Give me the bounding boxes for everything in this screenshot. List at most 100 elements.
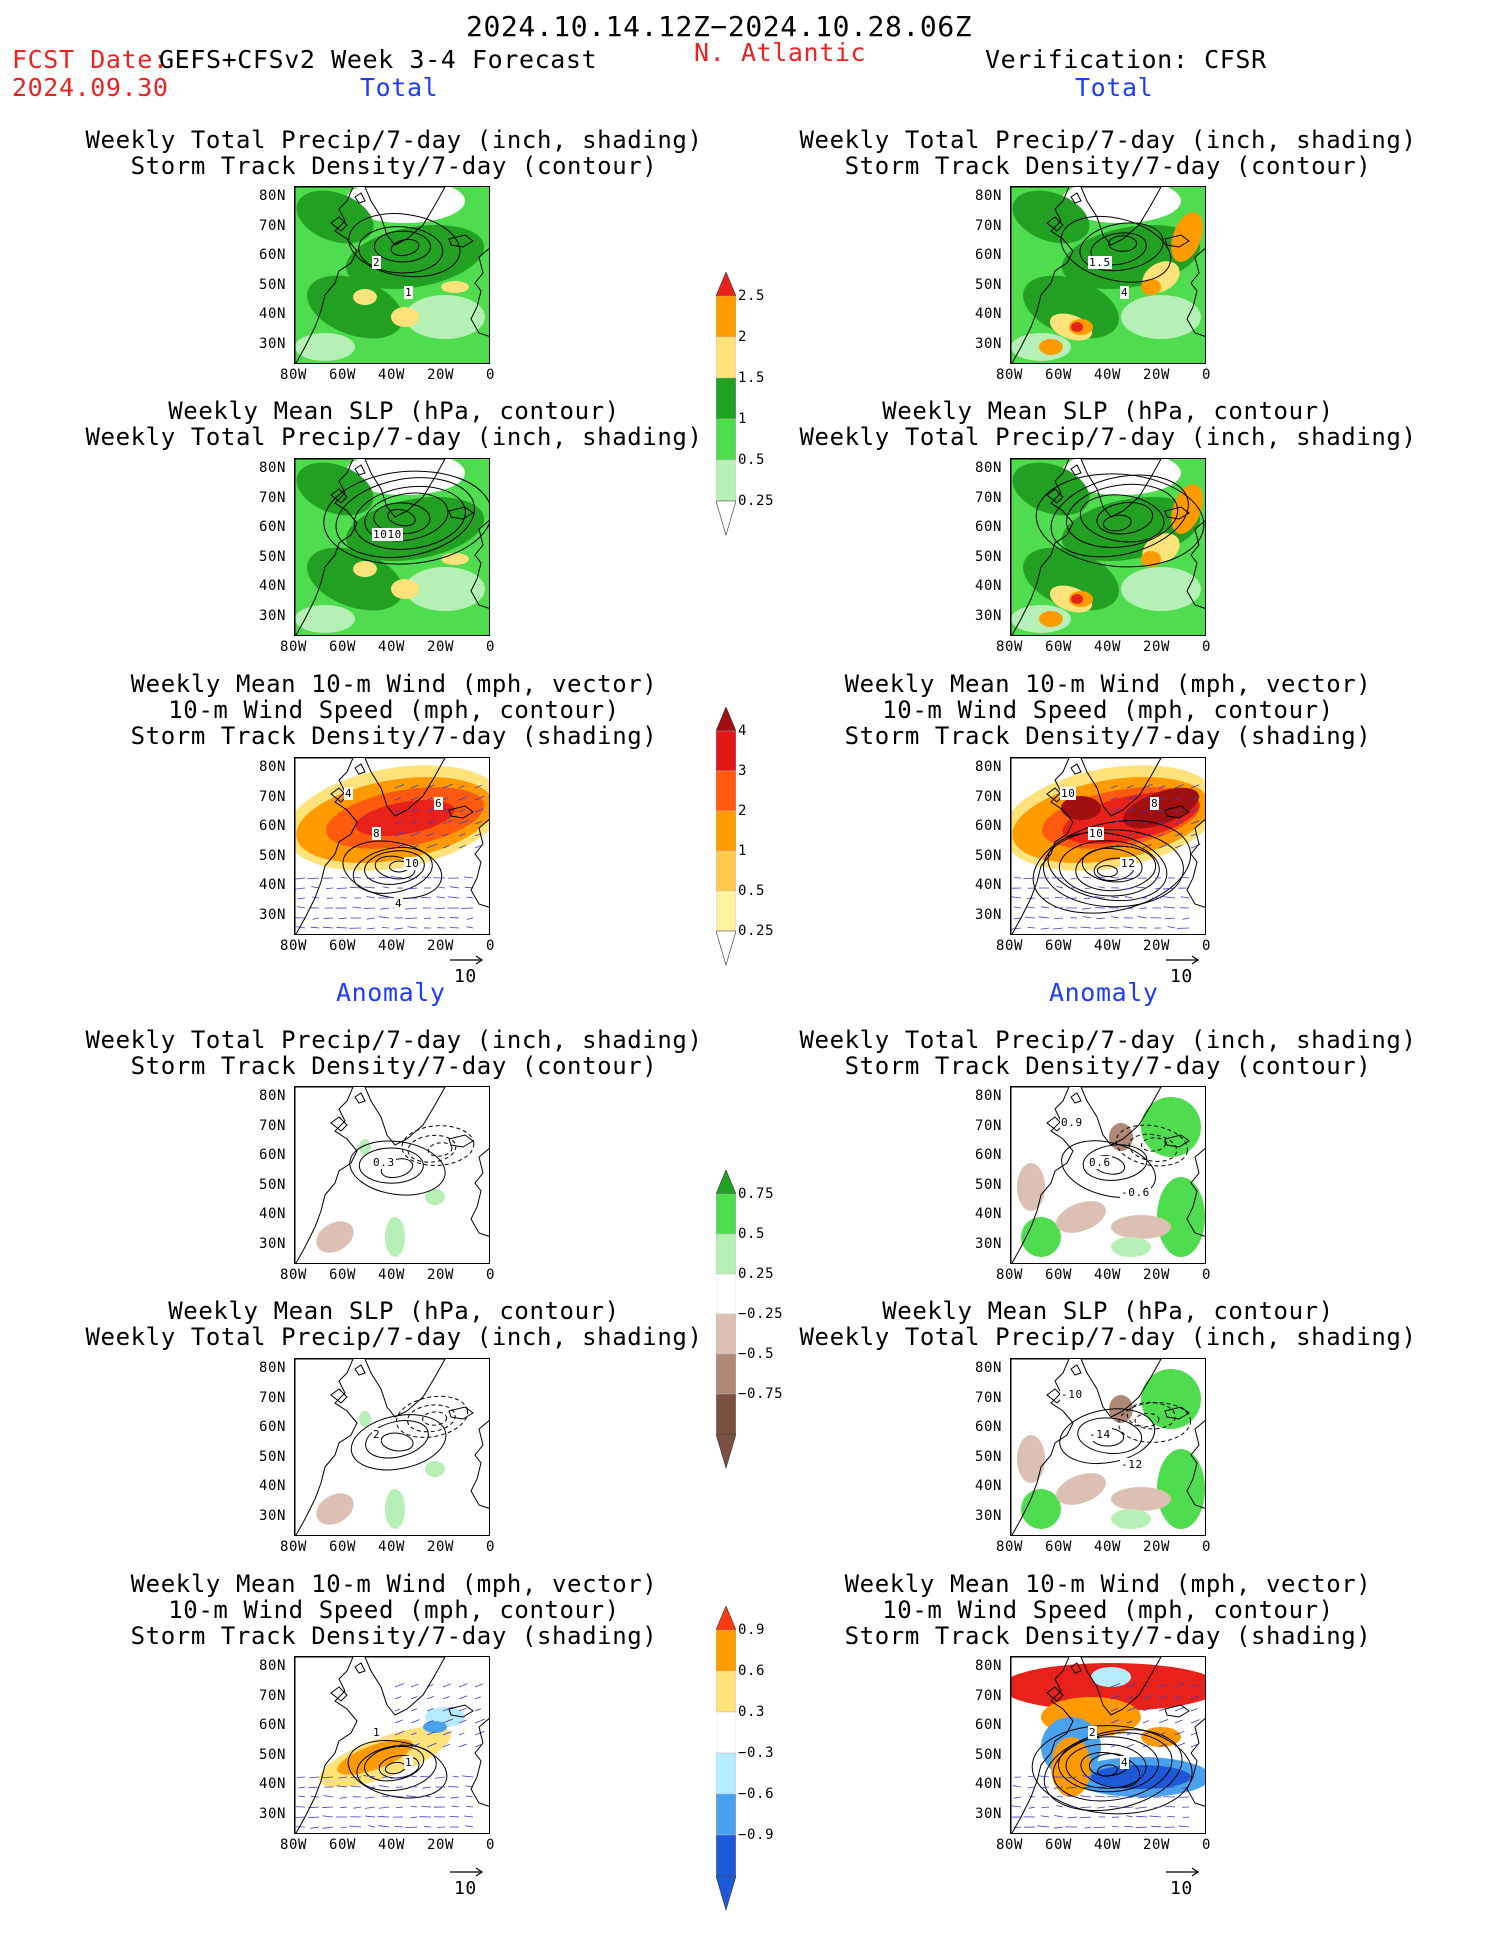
contour-label-1-4-2: -10: [1060, 1388, 1084, 1401]
lon-tick-0-3-1: 60W: [329, 1267, 356, 1283]
vector-scale-label-1: 10: [1170, 966, 1193, 987]
fcst-date-label: FCST Date:: [12, 45, 169, 74]
lon-tick-1-4-1: 60W: [1045, 1539, 1072, 1555]
lon-tick-0-2-2: 40W: [378, 938, 405, 954]
vector-scale-label-3: 10: [1170, 1878, 1193, 1899]
lat-tick-0-4-5: 30N: [259, 1508, 286, 1524]
lat-tick-1-0-0: 80N: [975, 188, 1002, 204]
contour-label-0-5-0: 1: [372, 1726, 381, 1739]
contour-label-1-4-0: -14: [1088, 1428, 1112, 1441]
lon-tick-0-4-0: 80W: [280, 1539, 307, 1555]
lon-tick-0-2-3: 20W: [427, 938, 454, 954]
map-panel-1-2: [1010, 757, 1206, 935]
map-svg-0-4: [295, 1359, 490, 1536]
lon-tick-1-1-0: 80W: [996, 639, 1023, 655]
lat-tick-0-0-0: 80N: [259, 188, 286, 204]
panel-title-line-1-2-2: Storm Track Density/7-day (shading): [845, 722, 1372, 750]
lat-tick-1-5-5: 30N: [975, 1806, 1002, 1822]
colorbar-label-precip_anom-2: 0.25: [738, 1266, 774, 1282]
contour-label-0-3-0: 0.3: [372, 1156, 396, 1169]
colorbar-label-track_total-4: 0.5: [738, 883, 765, 899]
lat-tick-1-2-4: 40N: [975, 877, 1002, 893]
right-total-label: Total: [1075, 73, 1153, 102]
lon-tick-0-2-4: 0: [486, 938, 495, 954]
lat-tick-1-3-3: 50N: [975, 1177, 1002, 1193]
lat-tick-1-0-4: 40N: [975, 306, 1002, 322]
colorbar-label-track_total-0: 4: [738, 723, 747, 739]
colorbar-label-track_total-1: 3: [738, 763, 747, 779]
contour-label-1-2-1: 12: [1120, 857, 1136, 870]
map-svg-1-2: [1011, 758, 1206, 935]
lon-tick-1-2-2: 40W: [1094, 938, 1121, 954]
map-panel-0-0: [294, 186, 490, 364]
panel-title-line-1-3-1: Storm Track Density/7-day (contour): [845, 1052, 1372, 1080]
lon-tick-0-0-3: 20W: [427, 367, 454, 383]
lat-tick-1-5-4: 40N: [975, 1776, 1002, 1792]
map-svg-0-5: [295, 1657, 490, 1834]
map-panel-0-4: [294, 1358, 490, 1536]
lon-tick-1-5-1: 60W: [1045, 1837, 1072, 1853]
lon-tick-1-1-4: 0: [1202, 639, 1211, 655]
contour-label-0-0-1: 1: [404, 286, 413, 299]
lon-tick-0-1-3: 20W: [427, 639, 454, 655]
colorbar-precip_total: [716, 272, 736, 570]
lon-tick-1-5-3: 20W: [1143, 1837, 1170, 1853]
lat-tick-0-0-2: 60N: [259, 247, 286, 263]
lat-tick-1-2-3: 50N: [975, 848, 1002, 864]
contour-label-0-2-0: 8: [372, 827, 381, 840]
lon-tick-0-1-0: 80W: [280, 639, 307, 655]
map-svg-0-3: [295, 1087, 490, 1264]
vector-scale-label-0: 10: [454, 966, 477, 987]
lat-tick-0-5-0: 80N: [259, 1658, 286, 1674]
lat-tick-1-5-3: 50N: [975, 1747, 1002, 1763]
lat-tick-0-5-1: 70N: [259, 1688, 286, 1704]
lat-tick-1-1-1: 70N: [975, 490, 1002, 506]
panel-title-line-0-0-0: Weekly Total Precip/7-day (inch, shading…: [85, 126, 702, 154]
lat-tick-1-1-3: 50N: [975, 549, 1002, 565]
lon-tick-1-2-3: 20W: [1143, 938, 1170, 954]
lon-tick-0-5-2: 40W: [378, 1837, 405, 1853]
contour-label-1-0-0: 1.5: [1088, 256, 1112, 269]
lat-tick-0-2-5: 30N: [259, 907, 286, 923]
lat-tick-1-2-1: 70N: [975, 789, 1002, 805]
lat-tick-0-1-5: 30N: [259, 608, 286, 624]
map-panel-1-3: [1010, 1086, 1206, 1264]
lon-tick-1-3-1: 60W: [1045, 1267, 1072, 1283]
lon-tick-0-4-2: 40W: [378, 1539, 405, 1555]
contour-label-0-2-2: 4: [344, 787, 353, 800]
anomaly-left-label: Anomaly: [336, 978, 446, 1007]
panel-title-line-0-0-1: Storm Track Density/7-day (contour): [131, 152, 658, 180]
colorbar-label-precip_anom-4: −0.5: [738, 1346, 774, 1362]
lat-tick-1-5-1: 70N: [975, 1688, 1002, 1704]
lat-tick-1-1-5: 30N: [975, 608, 1002, 624]
lat-tick-0-4-0: 80N: [259, 1360, 286, 1376]
lon-tick-0-5-1: 60W: [329, 1837, 356, 1853]
panel-title-line-1-0-1: Storm Track Density/7-day (contour): [845, 152, 1372, 180]
panel-title-line-0-2-1: 10-m Wind Speed (mph, contour): [168, 696, 619, 724]
contour-label-1-2-0: 10: [1088, 827, 1104, 840]
lon-tick-1-5-4: 0: [1202, 1837, 1211, 1853]
lat-tick-1-4-2: 60N: [975, 1419, 1002, 1435]
contour-label-1-3-2: 0.9: [1060, 1116, 1084, 1129]
lon-tick-0-4-4: 0: [486, 1539, 495, 1555]
lat-tick-0-4-2: 60N: [259, 1419, 286, 1435]
lon-tick-1-3-2: 40W: [1094, 1267, 1121, 1283]
lon-tick-0-5-3: 20W: [427, 1837, 454, 1853]
map-svg-1-4: [1011, 1359, 1206, 1536]
lon-tick-1-1-1: 60W: [1045, 639, 1072, 655]
contour-label-1-3-0: 0.6: [1088, 1156, 1112, 1169]
lon-tick-0-5-4: 0: [486, 1837, 495, 1853]
colorbar-svg-track_total: [716, 707, 736, 995]
lon-tick-0-0-2: 40W: [378, 367, 405, 383]
lat-tick-1-1-2: 60N: [975, 519, 1002, 535]
contour-label-0-2-4: 4: [394, 897, 403, 910]
lat-tick-1-0-5: 30N: [975, 336, 1002, 352]
colorbar-precip_anom: [716, 1170, 736, 1502]
panel-title-line-1-3-0: Weekly Total Precip/7-day (inch, shading…: [799, 1026, 1416, 1054]
lat-tick-0-3-5: 30N: [259, 1236, 286, 1252]
model-name: GEFS+CFSv2 Week 3-4 Forecast: [159, 45, 597, 74]
colorbar-label-precip_total-0: 2.5: [738, 288, 765, 304]
lon-tick-1-4-0: 80W: [996, 1539, 1023, 1555]
lat-tick-1-5-0: 80N: [975, 1658, 1002, 1674]
lat-tick-1-2-0: 80N: [975, 759, 1002, 775]
